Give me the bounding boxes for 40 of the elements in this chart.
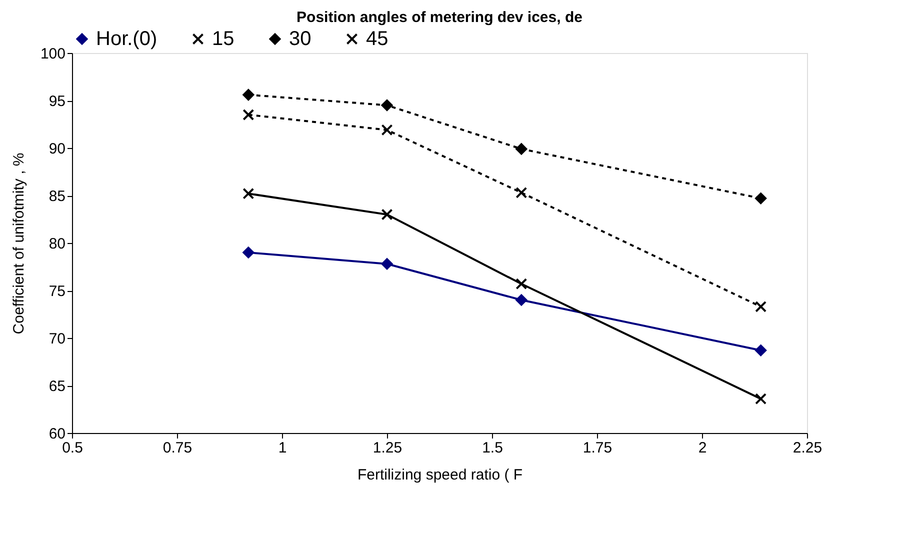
- point: [755, 300, 767, 312]
- point: [242, 188, 254, 200]
- y-axis-title: Coefficient of unifotmity , %: [10, 152, 28, 334]
- y-tick-label: 65: [48, 378, 66, 395]
- point: [242, 246, 254, 258]
- point: [755, 192, 767, 204]
- point: [516, 186, 528, 198]
- x-tick-label: 0.75: [162, 440, 192, 456]
- y-tick-label: 60: [48, 426, 66, 442]
- point: [381, 208, 393, 220]
- y-tick-label: 70: [48, 330, 66, 348]
- point: [381, 258, 393, 270]
- legend-label: 45: [366, 28, 388, 50]
- point: [381, 100, 393, 111]
- legend-label: Hor.(0): [96, 28, 158, 50]
- legend-label: 15: [212, 28, 234, 50]
- x-tick-label: 2.25: [792, 440, 822, 456]
- x-tick-label: 2: [698, 440, 707, 456]
- y-tick-label: 95: [48, 93, 66, 110]
- point: [381, 124, 393, 136]
- x-tick-label: 1.75: [582, 440, 612, 456]
- x-tick-label: 1.25: [372, 440, 402, 456]
- legend-label: 30: [289, 28, 312, 50]
- y-tick-label: 80: [48, 236, 66, 252]
- x-tick-label: 1: [278, 440, 287, 456]
- y-tick-label: 100: [40, 46, 66, 62]
- y-tick-label: 90: [48, 140, 66, 158]
- x-tick-label: 1.5: [482, 440, 503, 456]
- chart-title: Position angles of metering dev ices, de: [296, 9, 582, 26]
- point: [755, 393, 767, 405]
- point: [242, 89, 254, 101]
- x-axis-title: Fertilizing speed ratio ( F: [357, 466, 523, 484]
- point: [516, 294, 528, 306]
- point: [242, 109, 254, 120]
- y-tick-label: 85: [48, 188, 66, 205]
- point: [516, 278, 528, 290]
- y-tick-label: 75: [48, 283, 66, 300]
- point: [516, 143, 528, 155]
- point: [755, 344, 767, 356]
- x-tick-label: 0.5: [62, 440, 83, 456]
